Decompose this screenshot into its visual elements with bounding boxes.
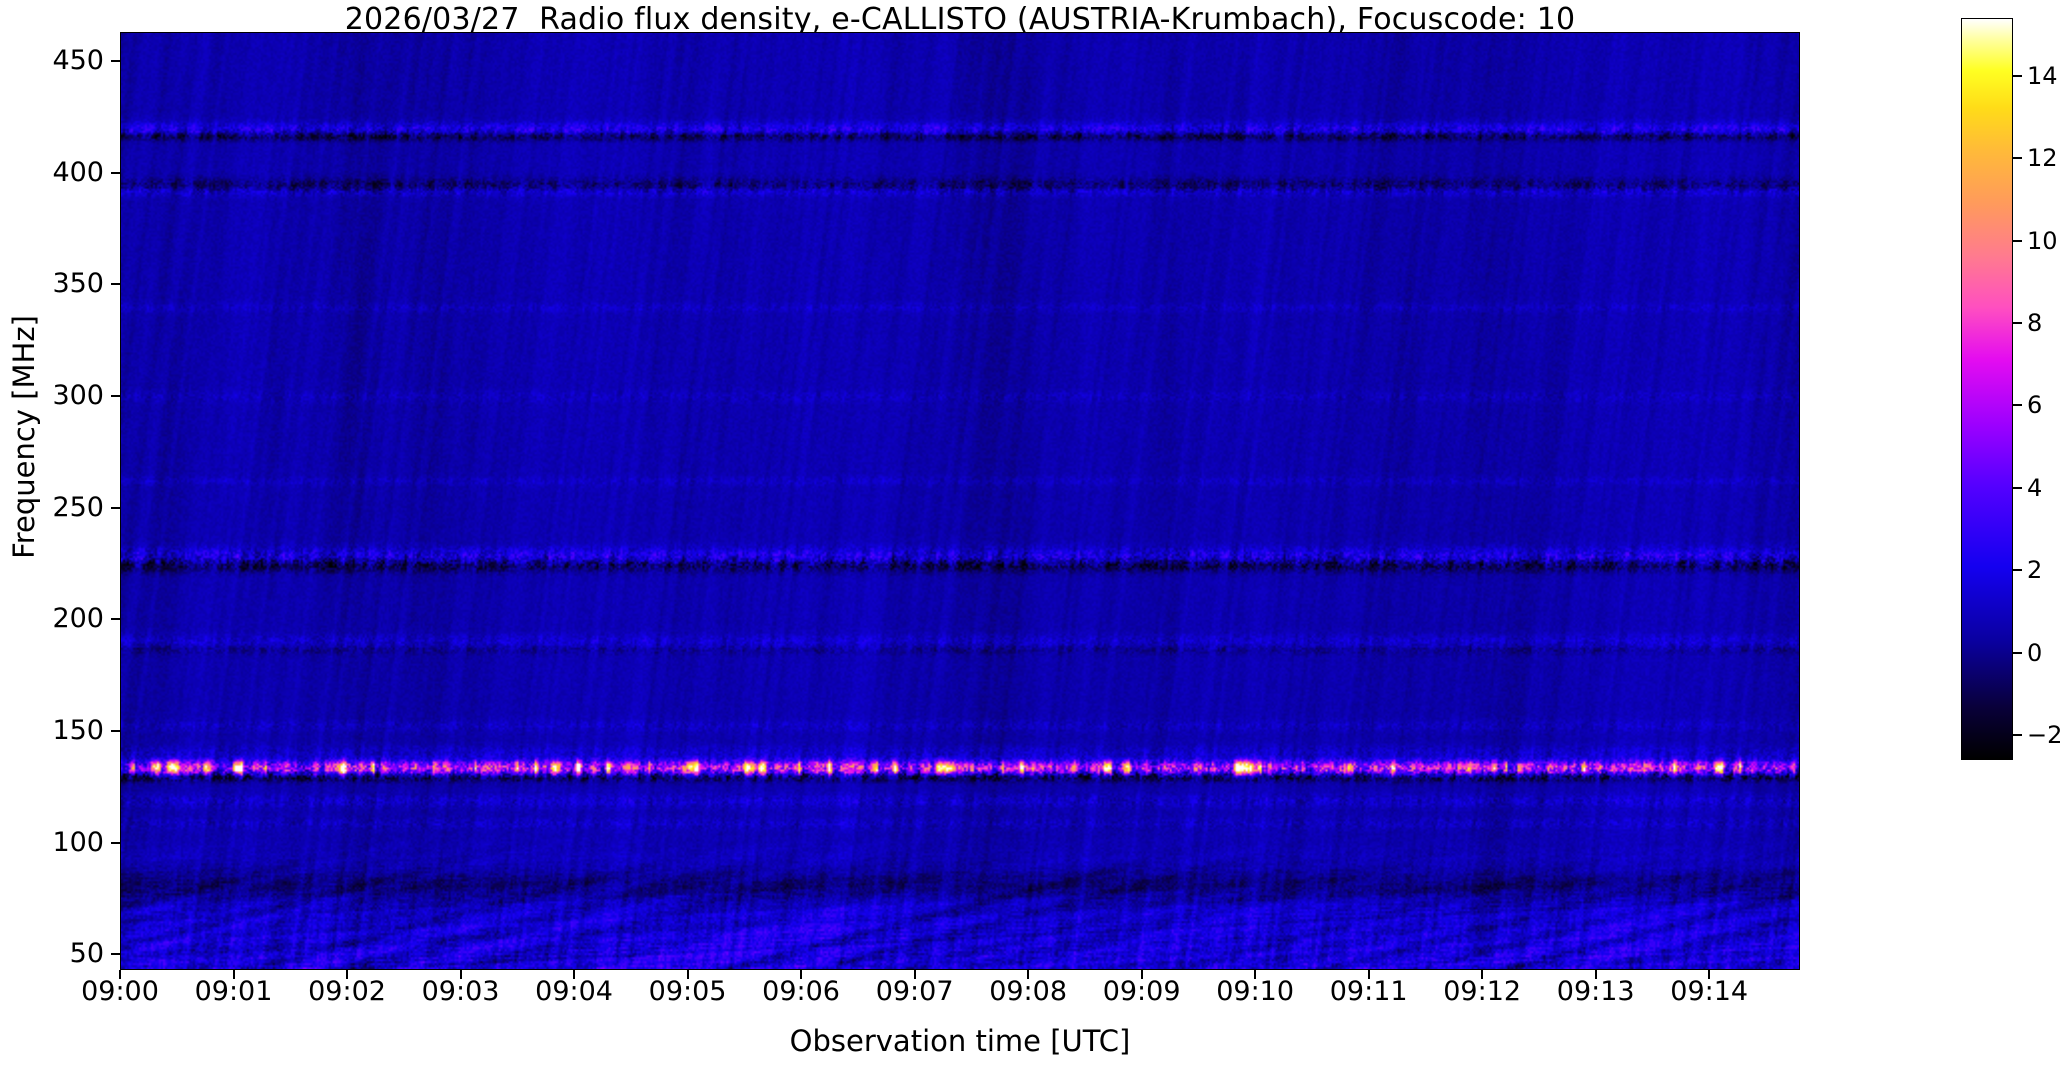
x-tick-label: 09:03 [421,976,500,1007]
x-tick-label: 09:09 [1102,976,1181,1007]
y-tick-mark [111,395,120,398]
colorbar-tick-label: 8 [2027,309,2043,338]
y-tick-mark [111,841,120,844]
x-tick-mark [119,970,121,979]
y-tick-mark [111,730,120,733]
y-tick-label: 300 [52,380,104,412]
colorbar-gradient [1961,18,2013,760]
x-tick-label: 09:11 [1329,976,1408,1007]
y-tick-mark [111,618,120,621]
x-tick-mark [686,970,689,979]
colorbar-tick-mark [2013,404,2022,407]
y-tick-label: 150 [52,715,104,747]
x-axis-label: Observation time [UTC] [789,1024,1131,1058]
x-tick-mark [1481,970,1484,979]
y-tick-label: 350 [52,268,104,300]
spectrogram-plot-area [120,32,1800,970]
y-tick-label: 450 [52,45,104,77]
x-tick-label: 09:14 [1670,976,1749,1007]
colorbar-tick-label: 12 [2027,144,2058,173]
x-tick-label: 09:05 [648,976,727,1007]
y-tick-mark [111,283,120,286]
x-tick-mark [1254,970,1257,979]
y-axis-label: Frequency [MHz] [7,315,41,559]
x-tick-mark [1708,970,1711,979]
x-tick-label: 09:01 [194,976,273,1007]
x-tick-mark [1027,970,1030,979]
x-tick-mark [459,970,462,979]
x-tick-label: 09:02 [308,976,386,1007]
colorbar-tick-label: 0 [2027,638,2043,667]
colorbar-tick-mark [2013,239,2022,242]
x-tick-mark [1594,970,1597,979]
x-tick-label: 09:10 [1216,976,1295,1007]
x-tick-mark [800,970,803,979]
x-tick-label: 09:13 [1556,976,1635,1007]
colorbar-tick-mark [2013,157,2022,160]
y-tick-label: 250 [52,491,104,523]
x-tick-mark [913,970,916,979]
spectrogram-canvas [121,33,1799,969]
y-tick-mark [111,506,120,509]
y-tick-mark [111,171,120,174]
colorbar-tick-label: 14 [2027,61,2058,90]
x-tick-label: 09:06 [762,976,840,1007]
y-tick-mark [111,953,120,956]
y-tick-label: 400 [52,156,104,188]
x-tick-mark [1367,970,1370,979]
x-tick-label: 09:12 [1443,976,1522,1007]
colorbar-tick-mark [2013,569,2022,572]
colorbar-tick-label: −2 [2027,721,2063,750]
x-tick-mark [232,970,235,979]
y-tick-label: 50 [69,938,104,970]
colorbar-tick-mark [2013,322,2022,325]
colorbar-tick-label: 10 [2027,226,2058,255]
colorbar-tick-label: 4 [2027,473,2043,502]
colorbar-tick-label: 6 [2027,391,2043,420]
colorbar: 14 12 10 8 6 4 2 0 −2 [1961,18,2062,760]
colorbar-tick-mark [2013,74,2022,77]
chart-title: 2026/03/27 Radio flux density, e-CALLIST… [344,2,1576,37]
x-tick-mark [346,970,349,979]
y-tick-mark [111,60,120,63]
colorbar-tick-mark [2013,734,2022,737]
x-tick-mark [573,970,576,979]
x-tick-label: 09:00 [81,976,159,1007]
y-tick-label: 100 [52,826,104,858]
x-tick-label: 09:08 [989,976,1067,1007]
colorbar-tick-mark [2013,651,2022,654]
x-tick-mark [1140,970,1143,979]
colorbar-tick-label: 2 [2027,556,2043,585]
y-tick-label: 200 [52,603,104,635]
x-tick-label: 09:04 [535,976,613,1007]
colorbar-tick-mark [2013,486,2022,489]
x-tick-label: 09:07 [875,976,954,1007]
